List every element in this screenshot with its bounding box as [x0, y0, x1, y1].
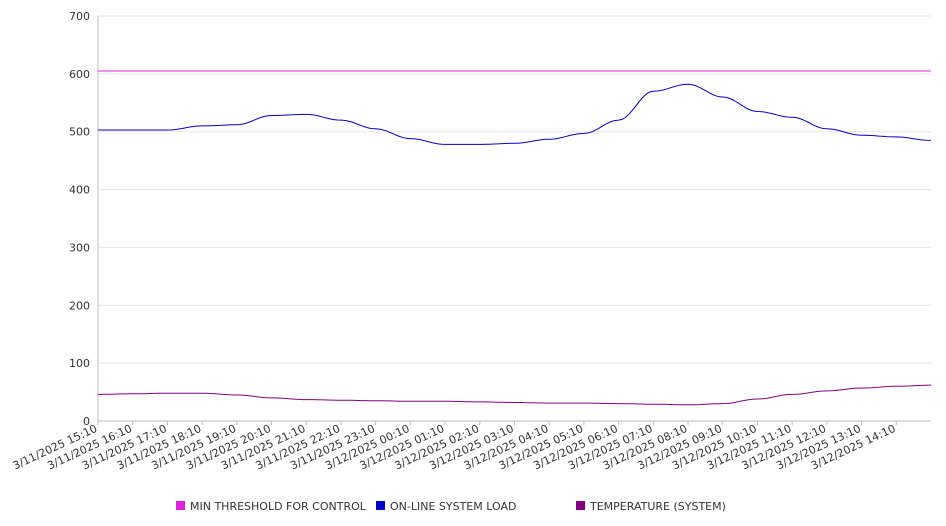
- series-line-1: [98, 83, 932, 145]
- legend-swatch: [176, 501, 185, 510]
- legend-swatch: [376, 501, 385, 510]
- legend: MIN THRESHOLD FOR CONTROL ON-LINE SYSTEM …: [176, 500, 726, 513]
- legend-swatch: [576, 501, 585, 510]
- grid-lines: [98, 15, 931, 364]
- y-tick-label: 500: [69, 126, 90, 139]
- legend-label: ON-LINE SYSTEM LOAD: [390, 500, 516, 513]
- series-line-2: [98, 384, 932, 406]
- y-tick-label: 600: [69, 68, 90, 81]
- y-tick-label: 300: [69, 241, 90, 254]
- axes: [97, 16, 931, 422]
- y-tick-label: 200: [69, 299, 90, 312]
- y-tick-label: 0: [83, 415, 90, 428]
- legend-label: TEMPERATURE (SYSTEM): [589, 500, 726, 513]
- x-tick-labels: 3/11/2025 15:103/11/2025 16:103/11/2025 …: [11, 421, 898, 472]
- y-tick-label: 700: [69, 10, 90, 23]
- y-tick-labels: 0 100 200 300 400 500 600 700: [69, 10, 90, 428]
- legend-label: MIN THRESHOLD FOR CONTROL: [190, 500, 367, 513]
- series-lines: [98, 70, 932, 406]
- y-tick-label: 100: [69, 357, 90, 370]
- y-tick-label: 400: [69, 184, 90, 197]
